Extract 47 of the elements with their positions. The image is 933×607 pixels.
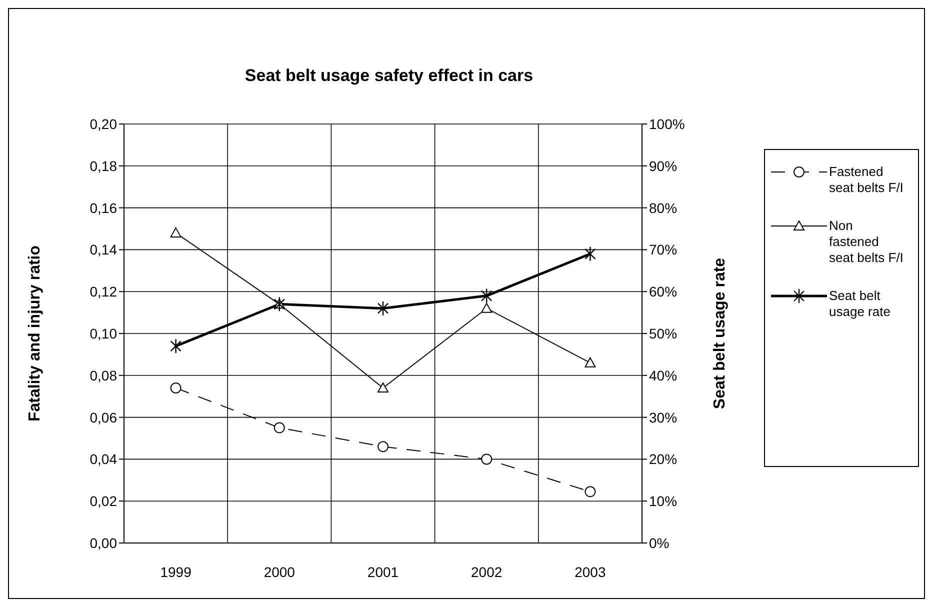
point	[274, 422, 285, 434]
y2-tick-label: 100%	[649, 116, 685, 132]
point	[584, 357, 596, 368]
y2-tick-label: 60%	[649, 284, 678, 300]
y-tick-label: 0,06	[90, 409, 118, 426]
x-tick-label: 1999	[160, 564, 192, 580]
point	[584, 246, 596, 262]
y-tick-label: 0,02	[90, 493, 118, 510]
point	[481, 302, 492, 313]
point	[170, 338, 182, 354]
point	[274, 296, 285, 312]
point	[378, 382, 388, 392]
point	[378, 441, 388, 452]
y2-tick-label: 10%	[649, 493, 678, 510]
legend-label: Non fastened seat belts F/I	[829, 218, 904, 266]
y-tick-label: 0,12	[90, 284, 118, 300]
y2-tick-label: 50%	[649, 325, 678, 342]
y2-tick-label: 20%	[649, 451, 678, 468]
y-axis-title: Fatality and injury ratio	[26, 245, 44, 422]
y-tick-label: 0,04	[90, 451, 118, 468]
y2-tick-label: 90%	[649, 158, 678, 174]
y2-tick-label: 30%	[649, 409, 678, 426]
y2-axis-title: Seat belt usage rate	[712, 258, 729, 410]
y-tick-label: 0,00	[90, 534, 118, 551]
point	[584, 486, 596, 498]
point	[170, 227, 182, 238]
x-tick-label: 2001	[367, 564, 399, 580]
y2-tick-label: 40%	[649, 367, 678, 384]
point	[481, 454, 492, 465]
y2-tick-label: 80%	[649, 200, 678, 216]
y-tick-label: 0,16	[90, 200, 118, 216]
y-tick-label: 0,10	[90, 325, 118, 342]
legend-label: Fastened seat belts F/I	[829, 164, 904, 196]
legend-label: Seat belt usage rate	[829, 288, 892, 320]
y-tick-label: 0,14	[90, 242, 118, 258]
x-tick-label: 2003	[574, 564, 606, 580]
y2-tick-label: 70%	[649, 242, 678, 258]
y-tick-label: 0,18	[90, 158, 118, 174]
y-tick-label: 0,08	[90, 367, 118, 384]
y-tick-label: 0,20	[90, 116, 118, 132]
point	[481, 288, 492, 304]
point	[377, 300, 389, 316]
chart-title: Seat belt usage safety effect in cars	[244, 66, 534, 86]
y2-tick-label: 0%	[649, 534, 670, 551]
x-tick-label: 2002	[471, 564, 502, 580]
point	[170, 382, 182, 394]
x-tick-label: 2000	[264, 564, 296, 580]
